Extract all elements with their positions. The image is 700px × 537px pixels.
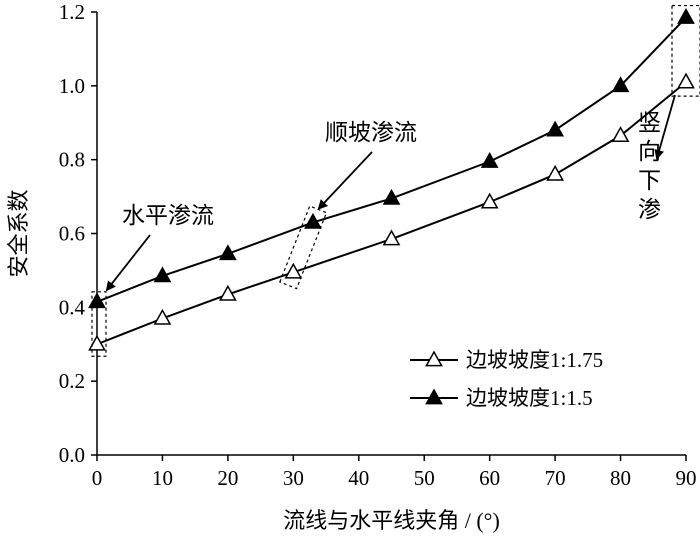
x-tick-label: 50	[414, 466, 435, 490]
annotation-arrow	[105, 234, 151, 292]
legend-item: 边坡坡度1:1.5	[410, 386, 593, 410]
x-tick-label: 60	[479, 466, 500, 490]
x-tick-label: 20	[217, 466, 238, 490]
data-point	[546, 120, 564, 137]
x-tick-label: 10	[152, 466, 173, 490]
y-ticks: 0.0 0.2 0.4 0.6 0.8 1.0 1.2	[59, 0, 97, 467]
data-point	[611, 76, 630, 93]
y-tick-label: 0.8	[59, 148, 85, 172]
x-axis-title: 流线与水平线夹角 / (°)	[283, 508, 500, 533]
data-point	[382, 188, 401, 205]
y-tick-label: 1.0	[59, 74, 85, 98]
data-point	[677, 72, 695, 89]
dashed-box-horizontal	[91, 291, 107, 357]
legend: 边坡坡度1:1.75 边坡坡度1:1.5	[410, 348, 603, 410]
annotation-layer: 水平渗流 顺坡渗流 竖向下渗	[91, 4, 700, 357]
series-layer	[88, 8, 695, 351]
y-tick-label: 0.6	[59, 222, 85, 246]
data-point	[219, 284, 237, 301]
annotation-arrow	[317, 151, 373, 210]
data-point	[546, 164, 564, 181]
series-line	[96, 16, 687, 303]
data-point	[382, 229, 401, 246]
data-point	[611, 126, 630, 143]
dashed-box-vertical	[671, 4, 700, 97]
y-tick-label: 0.2	[59, 369, 85, 393]
legend-label: 边坡坡度1:1.5	[466, 386, 593, 410]
legend-label: 边坡坡度1:1.75	[466, 348, 603, 372]
annotation-label-vertical: 竖向下渗	[635, 110, 662, 226]
data-point	[480, 192, 499, 209]
data-point	[480, 151, 499, 168]
legend-marker	[425, 388, 443, 405]
y-tick-label: 0.4	[59, 295, 86, 319]
data-point	[153, 266, 172, 283]
data-point	[219, 244, 237, 261]
x-tick-label: 80	[610, 466, 631, 490]
x-tick-label: 70	[545, 466, 566, 490]
annotation-label: 水平渗流	[122, 203, 214, 228]
data-point	[284, 262, 303, 279]
data-point	[677, 8, 695, 24]
data-point	[88, 334, 106, 351]
x-tick-label: 40	[348, 466, 369, 490]
y-axis-title: 安全系数	[6, 189, 31, 277]
data-point	[304, 212, 322, 229]
y-tick-label: 1.2	[59, 0, 85, 24]
legend-item: 边坡坡度1:1.75	[410, 348, 603, 372]
x-tick-label: 0	[92, 466, 103, 490]
legend-marker	[425, 350, 443, 367]
series-2	[88, 8, 695, 309]
annotation-arrow	[654, 94, 676, 160]
data-point	[88, 292, 106, 309]
x-ticks: 0 10 20 30 40 50 60 70 80 90	[92, 455, 697, 490]
series-1	[88, 72, 695, 351]
data-point	[153, 308, 172, 325]
y-tick-label: 0.0	[59, 443, 85, 467]
x-tick-label: 90	[676, 466, 697, 490]
annotation-label: 顺坡渗流	[325, 120, 417, 145]
x-tick-label: 30	[283, 466, 304, 490]
